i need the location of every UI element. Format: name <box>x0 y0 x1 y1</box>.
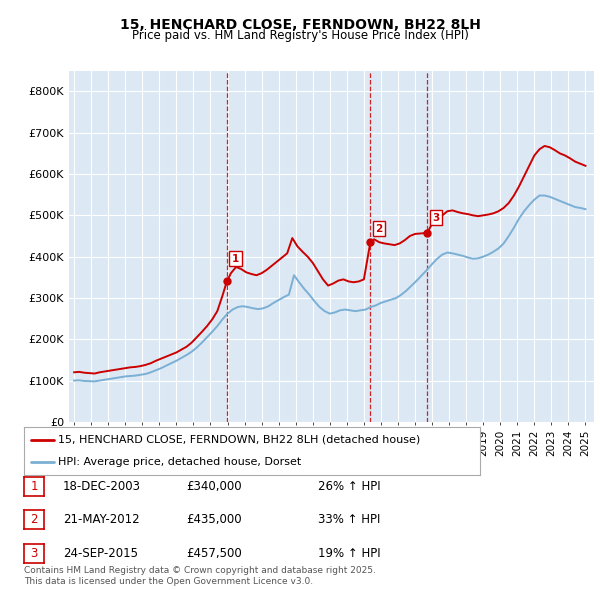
Text: 2: 2 <box>376 224 383 234</box>
Text: £457,500: £457,500 <box>186 547 242 560</box>
Text: £435,000: £435,000 <box>186 513 242 526</box>
Text: 26% ↑ HPI: 26% ↑ HPI <box>318 480 380 493</box>
Text: Contains HM Land Registry data © Crown copyright and database right 2025.
This d: Contains HM Land Registry data © Crown c… <box>24 566 376 586</box>
Text: HPI: Average price, detached house, Dorset: HPI: Average price, detached house, Dors… <box>58 457 301 467</box>
Text: 15, HENCHARD CLOSE, FERNDOWN, BH22 8LH (detached house): 15, HENCHARD CLOSE, FERNDOWN, BH22 8LH (… <box>58 435 421 445</box>
Text: 21-MAY-2012: 21-MAY-2012 <box>63 513 140 526</box>
Text: 19% ↑ HPI: 19% ↑ HPI <box>318 547 380 560</box>
Text: Price paid vs. HM Land Registry's House Price Index (HPI): Price paid vs. HM Land Registry's House … <box>131 30 469 42</box>
Text: 3: 3 <box>31 547 38 560</box>
Text: £340,000: £340,000 <box>186 480 242 493</box>
Text: 24-SEP-2015: 24-SEP-2015 <box>63 547 138 560</box>
Text: 15, HENCHARD CLOSE, FERNDOWN, BH22 8LH: 15, HENCHARD CLOSE, FERNDOWN, BH22 8LH <box>119 18 481 32</box>
Text: 33% ↑ HPI: 33% ↑ HPI <box>318 513 380 526</box>
Text: 18-DEC-2003: 18-DEC-2003 <box>63 480 141 493</box>
Text: 1: 1 <box>232 254 239 264</box>
Text: 3: 3 <box>433 212 440 222</box>
Text: 2: 2 <box>31 513 38 526</box>
Text: 1: 1 <box>31 480 38 493</box>
